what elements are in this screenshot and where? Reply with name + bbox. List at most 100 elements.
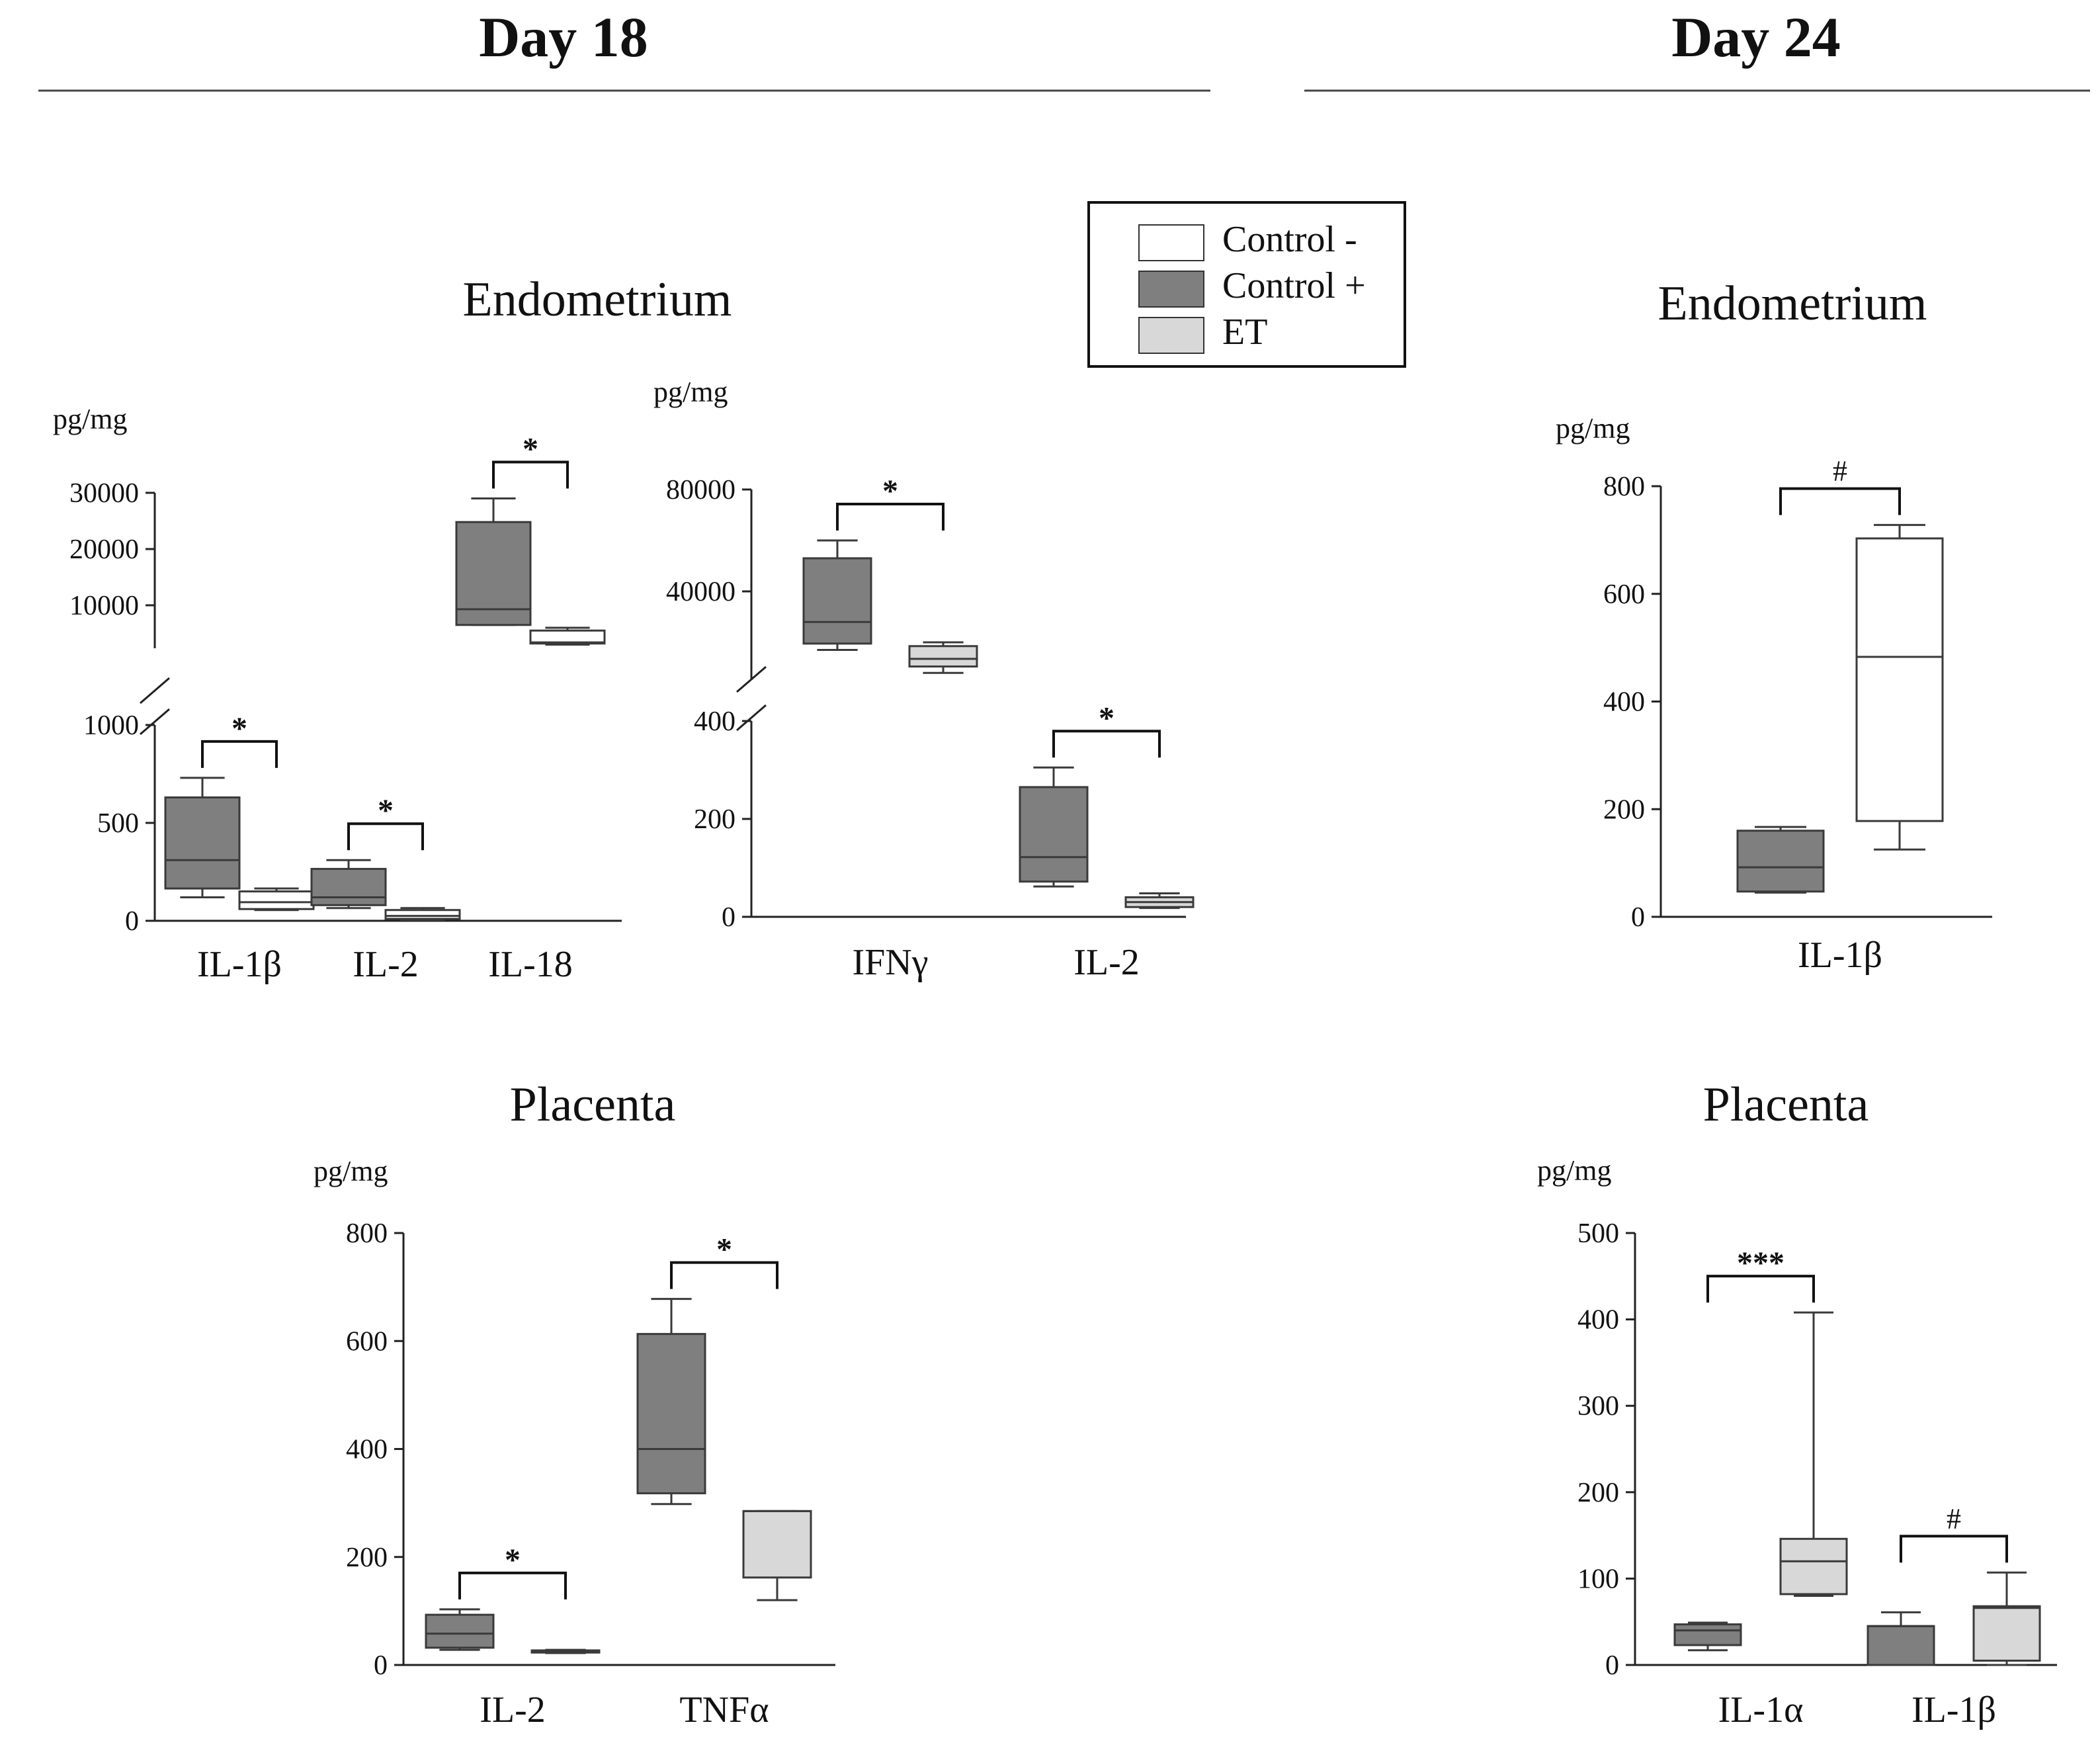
- x-category-label-ifn: IFNγ: [853, 942, 929, 983]
- significance-bracket: [1779, 487, 1901, 515]
- axes: 0 200 400 600 800 pg/mg IL-1β: [1556, 412, 1992, 976]
- significance-bracket: [201, 740, 278, 768]
- y-tick-label: 80000: [666, 475, 735, 505]
- box-il-1-control-pos: [1736, 826, 1825, 894]
- y-tick-label: 30000: [69, 478, 139, 509]
- box-iqr: [908, 645, 978, 668]
- legend-swatch-control-neg: [1138, 224, 1204, 261]
- box-ifn-et: [908, 641, 978, 674]
- legend-label-control-pos: Control +: [1222, 265, 1366, 306]
- significance-label: *: [505, 1543, 521, 1578]
- box-il-1-control-pos: [1867, 1611, 1935, 1666]
- significance-label: *: [716, 1232, 732, 1267]
- box-iqr: [1867, 1625, 1935, 1666]
- legend-swatch-control-pos: [1138, 271, 1204, 308]
- y-tick-label: 200: [346, 1543, 388, 1573]
- y-tick-label: 200: [694, 804, 735, 835]
- significance-ifn: *: [836, 474, 945, 531]
- x-category-label-tnf: TNFα: [679, 1689, 769, 1730]
- y-tick-label: 0: [722, 902, 735, 933]
- panel-title-d24-placenta: Placenta: [1703, 1078, 1869, 1132]
- y-tick-label: 600: [1603, 579, 1645, 610]
- y-tick-label: 600: [346, 1326, 388, 1357]
- x-category-label-il-2: IL-2: [1073, 942, 1140, 983]
- y-axis-unit-label: pg/mg: [653, 376, 728, 408]
- significance-il-18: *: [492, 432, 569, 489]
- significance-il-2: *: [458, 1543, 567, 1599]
- significance-tnf: *: [670, 1232, 778, 1289]
- significance-il-2: *: [347, 793, 424, 851]
- significance-bracket: [492, 460, 569, 489]
- chart-d18-endometrium-a: 0 500 1000 10000 20000 30000 pg/mg IL-1β IL-2 IL-…: [53, 403, 622, 985]
- box-il-1-et: [1779, 1311, 1848, 1598]
- y-tick-label: 1000: [83, 710, 139, 741]
- significance-bracket: [670, 1261, 778, 1289]
- box-il-2-control-pos: [425, 1608, 495, 1651]
- legend-label-control-neg: Control -: [1222, 219, 1357, 260]
- y-tick-label: 10000: [69, 591, 139, 621]
- chart-d24-placenta: 0 100 200 300 400 500 pg/mg IL-1α IL-1β *** #: [1537, 1154, 2057, 1730]
- y-axis-unit-label: pg/mg: [53, 403, 127, 435]
- box-iqr: [455, 521, 532, 626]
- y-tick-label: 20000: [69, 534, 139, 565]
- legend-swatch-et: [1138, 317, 1204, 354]
- box-il-1-et: [1972, 1571, 2041, 1666]
- box-il-2-control-neg: [384, 907, 461, 921]
- x-category-label-il-1: IL-1β: [1798, 935, 1882, 976]
- section-title-day18: Day 18: [479, 5, 648, 69]
- y-tick-label: 40000: [666, 577, 735, 607]
- box-iqr: [1855, 537, 1944, 822]
- box-iqr: [1673, 1623, 1742, 1646]
- box-il-2-control-pos: [310, 859, 387, 910]
- box-iqr: [238, 890, 315, 910]
- axes: 0 500 1000 10000 20000 30000 pg/mg IL-1β IL-2 IL-…: [53, 403, 622, 985]
- box-il-2-control-pos: [1019, 766, 1089, 888]
- y-tick-label: 0: [125, 906, 139, 937]
- significance-label: #: [1947, 1502, 1961, 1535]
- significance-il-1: #: [1900, 1502, 2008, 1563]
- y-tick-label: 400: [1577, 1305, 1619, 1336]
- axis-break-mark: [140, 677, 170, 704]
- y-tick-label: 500: [97, 808, 139, 839]
- y-axis-unit-label: pg/mg: [1556, 412, 1630, 445]
- legend: Control - Control + ET: [1087, 201, 1406, 368]
- box-iqr: [636, 1333, 706, 1494]
- axis-break-mark: [140, 708, 170, 736]
- significance-label: *: [231, 711, 247, 746]
- box-iqr: [1019, 786, 1089, 883]
- box-il-2-et: [1124, 892, 1195, 910]
- box-il-18-control-neg: [529, 626, 606, 646]
- legend-label-et: ET: [1222, 312, 1267, 353]
- significance-bracket: [458, 1571, 567, 1599]
- panel-title-d18-placenta: Placenta: [510, 1078, 676, 1132]
- x-category-label-il-1: IL-1β: [197, 944, 282, 985]
- y-tick-label: 500: [1577, 1218, 1619, 1249]
- y-axis-unit-label: pg/mg: [1537, 1154, 1611, 1187]
- x-category-label-il-2: IL-2: [353, 944, 419, 985]
- box-il-18-control-pos: [455, 497, 532, 626]
- significance-label: ***: [1737, 1246, 1785, 1281]
- axes: 0 200 400 40000 80000 pg/mg IFNγ IL-2: [653, 376, 1186, 983]
- x-category-label-il-1: IL-1α: [1718, 1689, 1804, 1730]
- x-category-label-il-2: IL-2: [480, 1689, 546, 1730]
- y-tick-label: 100: [1577, 1564, 1619, 1594]
- y-tick-label: 300: [1577, 1391, 1619, 1422]
- box-iqr: [802, 557, 872, 645]
- y-axis-unit-label: pg/mg: [314, 1155, 388, 1187]
- box-tnf-et: [742, 1510, 812, 1601]
- box-iqr: [384, 909, 461, 920]
- box-iqr: [742, 1510, 812, 1579]
- significance-label: *: [1099, 701, 1114, 736]
- significance-bracket: [347, 822, 424, 851]
- box-ifn-control-pos: [802, 539, 872, 652]
- box-iqr: [425, 1613, 495, 1649]
- axes: 0 100 200 300 400 500 pg/mg IL-1α IL-1β: [1537, 1154, 2057, 1730]
- y-tick-label: 800: [346, 1218, 388, 1249]
- box-il-1-control-pos: [164, 777, 241, 898]
- significance-il-1: #: [1779, 455, 1901, 515]
- box-iqr: [310, 868, 387, 906]
- box-iqr: [1972, 1605, 2041, 1662]
- axes: 0 200 400 600 800 pg/mg IL-2 TNFα: [314, 1155, 835, 1730]
- box-iqr: [1779, 1537, 1848, 1596]
- x-category-label-il-18: IL-18: [488, 944, 573, 985]
